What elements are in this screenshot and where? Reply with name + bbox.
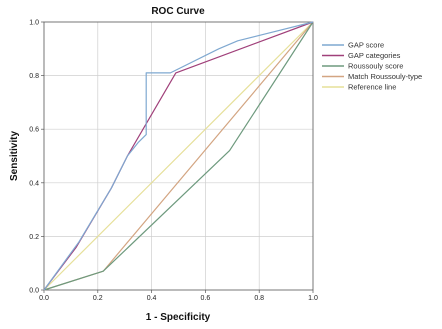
y-tick-label: 1.0 — [29, 20, 39, 27]
y-tick-label: 0.2 — [29, 234, 39, 241]
grid — [44, 22, 313, 290]
x-tick-label: 0.2 — [93, 295, 103, 302]
x-tick-label: 0.0 — [39, 295, 49, 302]
chart-title: ROC Curve — [151, 6, 205, 17]
y-axis-title: Sensitivity — [9, 131, 20, 181]
x-axis: 0.0 0.2 0.4 0.6 0.8 1.0 — [39, 290, 318, 302]
x-axis-title: 1 - Specificity — [146, 312, 211, 323]
x-tick-label: 0.8 — [254, 295, 264, 302]
x-tick-label: 0.6 — [201, 295, 211, 302]
legend-label-reference-line: Reference line — [348, 83, 396, 92]
series-line-reference-line — [43, 21, 314, 291]
series-line-roussouly-score — [43, 21, 314, 291]
y-axis: 0.0 0.2 0.4 0.6 0.8 1.0 — [29, 20, 44, 295]
series-line-gap-score — [43, 21, 314, 291]
x-tick-label: 1.0 — [308, 295, 318, 302]
legend-label-gap-score: GAP score — [348, 41, 384, 50]
legend-label-roussouly-score: Roussouly score — [348, 62, 403, 71]
y-tick-label: 0.8 — [29, 73, 39, 80]
y-tick-label: 0.4 — [29, 180, 39, 187]
y-tick-label: 0.0 — [29, 288, 39, 295]
series-layer — [43, 21, 314, 291]
plot-frame — [43, 21, 314, 291]
legend-label-match-roussouly-type: Match Roussouly-type — [348, 72, 422, 81]
legend-label-gap-categories: GAP categories — [348, 51, 401, 60]
y-tick-label: 0.6 — [29, 127, 39, 134]
x-tick-label: 0.4 — [147, 295, 157, 302]
